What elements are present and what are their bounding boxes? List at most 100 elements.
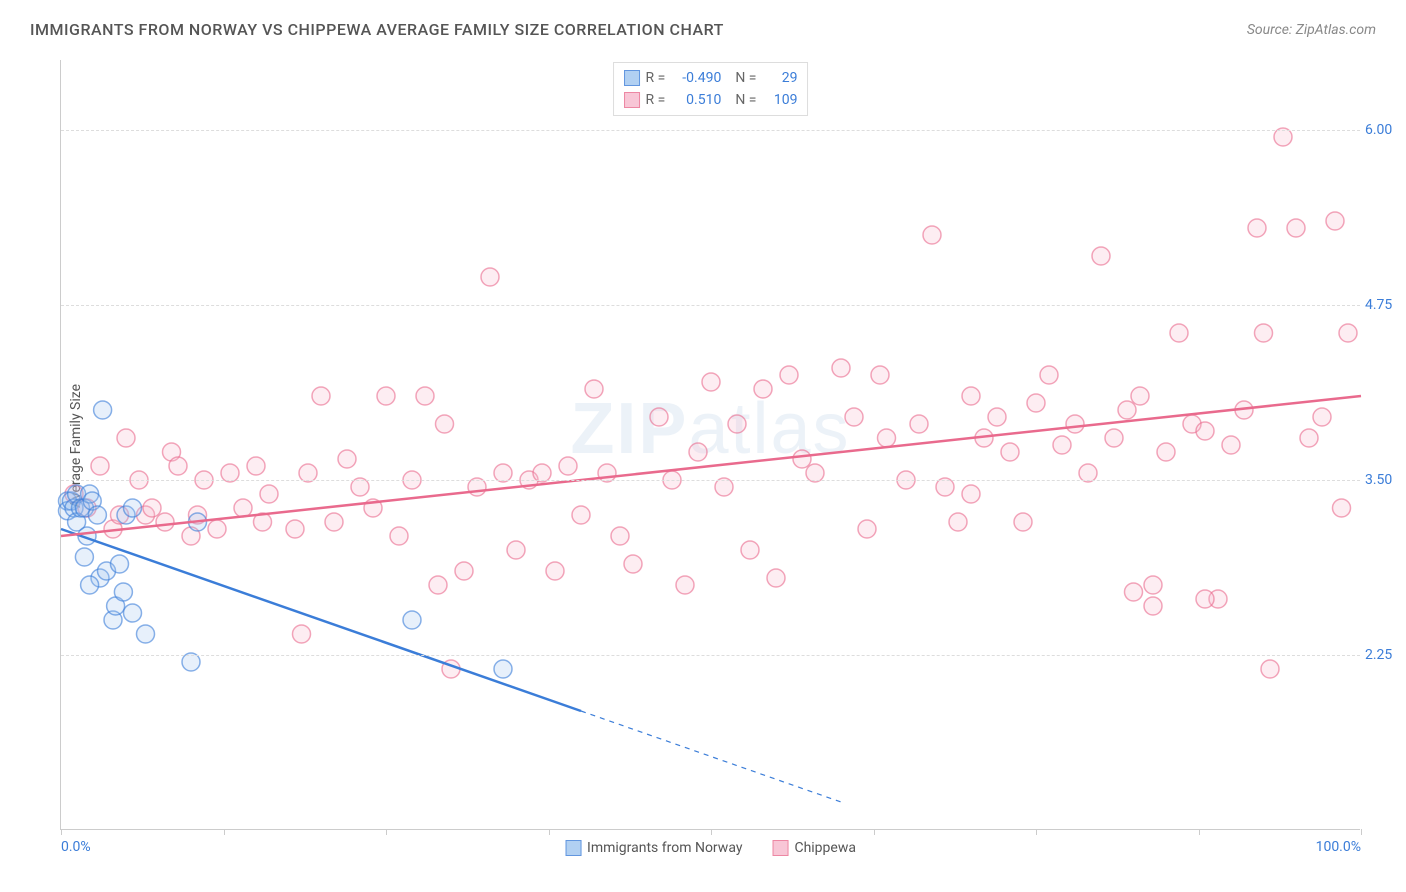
scatter-point [111,555,129,573]
scatter-point [845,408,863,426]
scatter-point [286,520,304,538]
xtick [1036,829,1037,835]
xtick-label: 0.0% [61,839,91,855]
scatter-point [260,485,278,503]
scatter-point [247,457,265,475]
legend-item-0: Immigrants from Norway [565,840,742,856]
scatter-point [910,415,928,433]
gridline [61,130,1360,131]
legend-label-1: Chippewa [794,840,856,856]
stats-row-1: R = 0.510 N = 109 [624,89,798,111]
legend-swatch-0 [565,840,581,856]
scatter-point [741,541,759,559]
xtick [549,829,550,835]
scatter-point [1092,247,1110,265]
scatter-point [325,513,343,531]
scatter-point [858,520,876,538]
scatter-point [377,387,395,405]
ytick-label: 6.00 [1365,122,1406,138]
ytick-label: 3.50 [1365,472,1406,488]
n-value-1: 109 [762,89,797,111]
scatter-point [728,415,746,433]
scatter-point [611,527,629,545]
stats-box: R = -0.490 N = 29 R = 0.510 N = 109 [613,62,809,116]
scatter-point [1040,366,1058,384]
trend-line-dashed [581,711,841,802]
scatter-point [169,457,187,475]
scatter-point [124,604,142,622]
legend-swatch-1 [772,840,788,856]
scatter-point [1196,590,1214,608]
scatter-point [1125,583,1143,601]
scatter-point [1313,408,1331,426]
scatter-point [416,387,434,405]
scatter-point [1255,324,1273,342]
r-label-1: R = [646,89,666,111]
scatter-point [1196,422,1214,440]
n-label: N = [735,67,756,89]
scatter-point [124,499,142,517]
scatter-point [559,457,577,475]
scatter-point [585,380,603,398]
scatter-point [1300,429,1318,447]
scatter-point [1339,324,1357,342]
r-value-1: 0.510 [671,89,721,111]
xtick [711,829,712,835]
scatter-point [754,380,772,398]
scatter-point [114,583,132,601]
scatter-point [923,226,941,244]
scatter-point [312,387,330,405]
scatter-point [878,429,896,447]
n-value-0: 29 [762,67,797,89]
gridline [61,305,1360,306]
xtick [386,829,387,835]
ytick-label: 4.75 [1365,297,1406,313]
scatter-point [676,576,694,594]
gridline [61,655,1360,656]
scatter-point [156,513,174,531]
scatter-point [689,443,707,461]
scatter-point [962,485,980,503]
scatter-point [962,387,980,405]
scatter-point [546,562,564,580]
scatter-point [75,548,93,566]
scatter-point [91,457,109,475]
scatter-point [871,366,889,384]
scatter-point [429,576,447,594]
scatter-point [1170,324,1188,342]
scatter-point [1261,660,1279,678]
scatter-point [338,450,356,468]
r-value-0: -0.490 [671,67,721,89]
scatter-point [832,359,850,377]
legend-label-0: Immigrants from Norway [587,840,742,856]
scatter-point [1014,513,1032,531]
n-label-1: N = [735,89,756,111]
stats-row-0: R = -0.490 N = 29 [624,67,798,89]
scatter-point [1144,576,1162,594]
scatter-point [1222,436,1240,454]
scatter-point [1105,429,1123,447]
scatter-point [767,569,785,587]
chart-source: Source: ZipAtlas.com [1247,22,1376,38]
xtick [61,829,62,835]
scatter-point [1053,436,1071,454]
scatter-point [390,527,408,545]
scatter-point [624,555,642,573]
scatter-point [117,429,135,447]
xtick [1199,829,1200,835]
scatter-point [1118,401,1136,419]
scatter-point [1131,387,1149,405]
scatter-point [137,625,155,643]
scatter-point [988,408,1006,426]
scatter-point [1157,443,1175,461]
scatter-point [208,520,226,538]
xtick [224,829,225,835]
scatter-point [650,408,668,426]
ytick-label: 2.25 [1365,647,1406,663]
bottom-legend: Immigrants from Norway Chippewa [565,840,856,856]
scatter-point [234,499,252,517]
scatter-point [780,366,798,384]
xtick-label: 100.0% [1316,839,1361,855]
r-label: R = [646,67,666,89]
xtick [874,829,875,835]
